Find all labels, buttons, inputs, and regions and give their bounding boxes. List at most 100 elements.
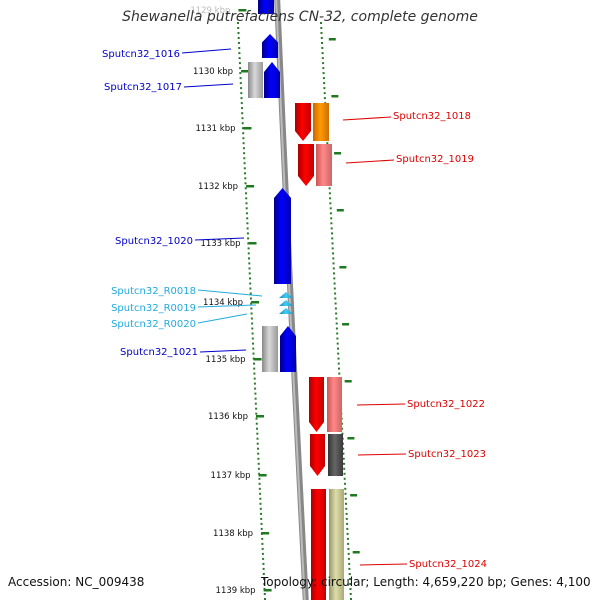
boundary-dot — [239, 82, 242, 85]
kbp-tick-left — [258, 474, 267, 477]
boundary-dot — [262, 567, 265, 570]
boundary-dot — [237, 27, 240, 29]
boundary-dot — [260, 512, 262, 515]
boundary-dot — [248, 262, 251, 265]
boundary-dot — [334, 307, 337, 310]
boundary-dot — [253, 382, 256, 385]
boundary-dot — [255, 417, 258, 420]
gene-block-dark — [328, 434, 343, 476]
boundary-dot — [242, 147, 245, 150]
boundary-dot — [243, 157, 246, 160]
boundary-dot — [240, 87, 243, 90]
boundary-dot — [321, 47, 324, 49]
boundary-dot — [237, 32, 240, 34]
boundary-dot — [337, 352, 340, 355]
boundary-dot — [332, 267, 335, 270]
boundary-dot — [242, 132, 245, 135]
boundary-dot — [344, 497, 347, 500]
gene-arrow-sputcn32-1022 — [309, 377, 324, 432]
genome-backbone-line — [274, 0, 309, 600]
boundary-dot — [332, 257, 335, 260]
boundary-dot — [250, 317, 253, 320]
boundary-dot — [262, 562, 265, 565]
boundary-dot — [237, 42, 240, 44]
boundary-dot — [254, 387, 257, 390]
boundary-dot — [249, 277, 251, 280]
boundary-dot — [320, 32, 323, 34]
boundary-dot — [344, 482, 346, 485]
boundary-dot — [237, 37, 240, 39]
boundary-dot — [243, 162, 246, 165]
boundary-dot — [253, 372, 256, 375]
boundary-dot — [328, 187, 331, 190]
boundary-dot — [240, 97, 243, 100]
boundary-dot — [263, 593, 266, 595]
boundary-dot — [247, 242, 250, 245]
boundary-dot — [346, 537, 349, 540]
tick-right — [334, 152, 342, 155]
boundary-dot — [259, 492, 262, 495]
boundary-dot — [261, 542, 264, 545]
boundary-dot — [247, 247, 250, 250]
boundary-dot — [328, 192, 331, 195]
tick-right — [350, 494, 358, 497]
boundary-dot — [245, 202, 248, 205]
boundary-dot — [247, 237, 250, 240]
boundary-dot — [345, 517, 348, 520]
boundary-dot — [251, 337, 254, 340]
accession-label: Accession: NC_009438 — [8, 575, 145, 589]
boundary-dot — [241, 112, 244, 115]
boundary-dot — [259, 507, 262, 510]
boundary-dot — [246, 217, 249, 220]
tick-right — [342, 323, 350, 326]
boundary-dot — [256, 432, 259, 435]
boundary-dot — [344, 492, 347, 495]
gene-arrow-sputcn32-1020 — [274, 188, 291, 284]
kbp-tick-left — [238, 9, 247, 12]
boundary-dot — [323, 87, 326, 90]
gene-label: Sputcn32_1020 — [115, 236, 193, 247]
boundary-dot — [238, 47, 241, 49]
boundary-dot — [241, 127, 244, 130]
boundary-dot — [252, 352, 255, 355]
boundary-dot — [329, 207, 332, 210]
gene-label: Sputcn32_1024 — [409, 559, 487, 570]
gene-label: Sputcn32_1016 — [102, 49, 180, 60]
boundary-dot — [342, 452, 345, 455]
kbp-tick-left — [263, 589, 272, 592]
boundary-dot — [343, 462, 345, 465]
boundary-dot — [258, 472, 261, 475]
kbp-label: 1138 kbp — [213, 529, 253, 539]
gene-label: Sputcn32_R0018 — [111, 286, 196, 297]
boundary-dot — [245, 207, 248, 210]
boundary-dot — [250, 307, 253, 310]
boundary-dot — [334, 302, 337, 305]
tick-right — [328, 38, 336, 41]
boundary-dot — [249, 287, 252, 290]
boundary-dot — [346, 522, 349, 525]
boundary-dot — [254, 397, 257, 400]
boundary-dot — [329, 212, 332, 215]
gene-block-orange — [313, 103, 329, 141]
boundary-dot — [332, 262, 335, 265]
boundary-dot — [321, 42, 323, 44]
boundary-dot — [246, 222, 249, 225]
gene-block-grey — [248, 62, 263, 98]
boundary-dot — [330, 222, 333, 225]
boundary-dot — [329, 197, 332, 200]
boundary-dot — [248, 272, 251, 275]
gene-label: Sputcn32_R0019 — [111, 303, 196, 314]
boundary-dot — [249, 282, 252, 285]
boundary-dot — [251, 322, 254, 325]
boundary-dot — [338, 372, 341, 375]
leader-line — [197, 304, 257, 308]
boundary-dot — [248, 267, 251, 270]
gene-features — [248, 0, 344, 600]
gene-label: Sputcn32_1019 — [396, 154, 474, 165]
boundary-dot — [251, 332, 254, 335]
boundary-dot — [337, 357, 340, 360]
page-title: Shewanella putrefaciens CN-32, complete … — [122, 9, 478, 25]
boundary-dot — [323, 97, 326, 100]
gene-arrow-partial — [258, 0, 274, 14]
gene-leader-lines — [181, 48, 408, 566]
